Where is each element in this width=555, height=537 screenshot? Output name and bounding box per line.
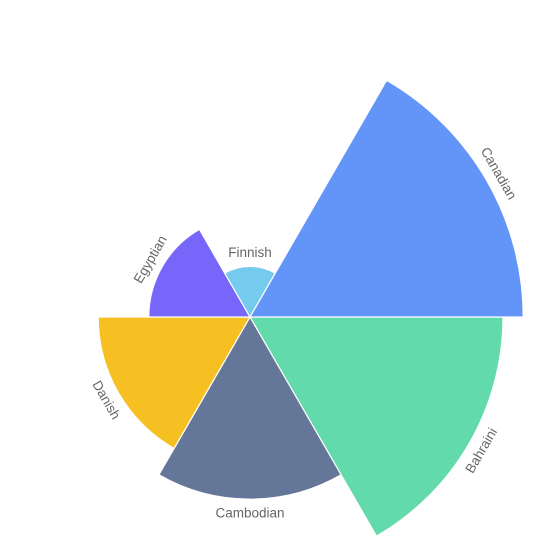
rose-segment-bahraini[interactable] — [249, 316, 504, 537]
rose-label-cambodian: Cambodian — [215, 506, 284, 521]
rose-segment-finnish[interactable] — [224, 265, 276, 318]
rose-label-finnish: Finnish — [228, 245, 272, 260]
rose-segment-danish[interactable] — [97, 316, 251, 450]
rose-segment-egyptian[interactable] — [148, 228, 251, 318]
rose-segment-cambodian[interactable] — [158, 316, 342, 500]
rose-segments — [97, 79, 524, 537]
rose-segment-canadian[interactable] — [249, 79, 524, 318]
